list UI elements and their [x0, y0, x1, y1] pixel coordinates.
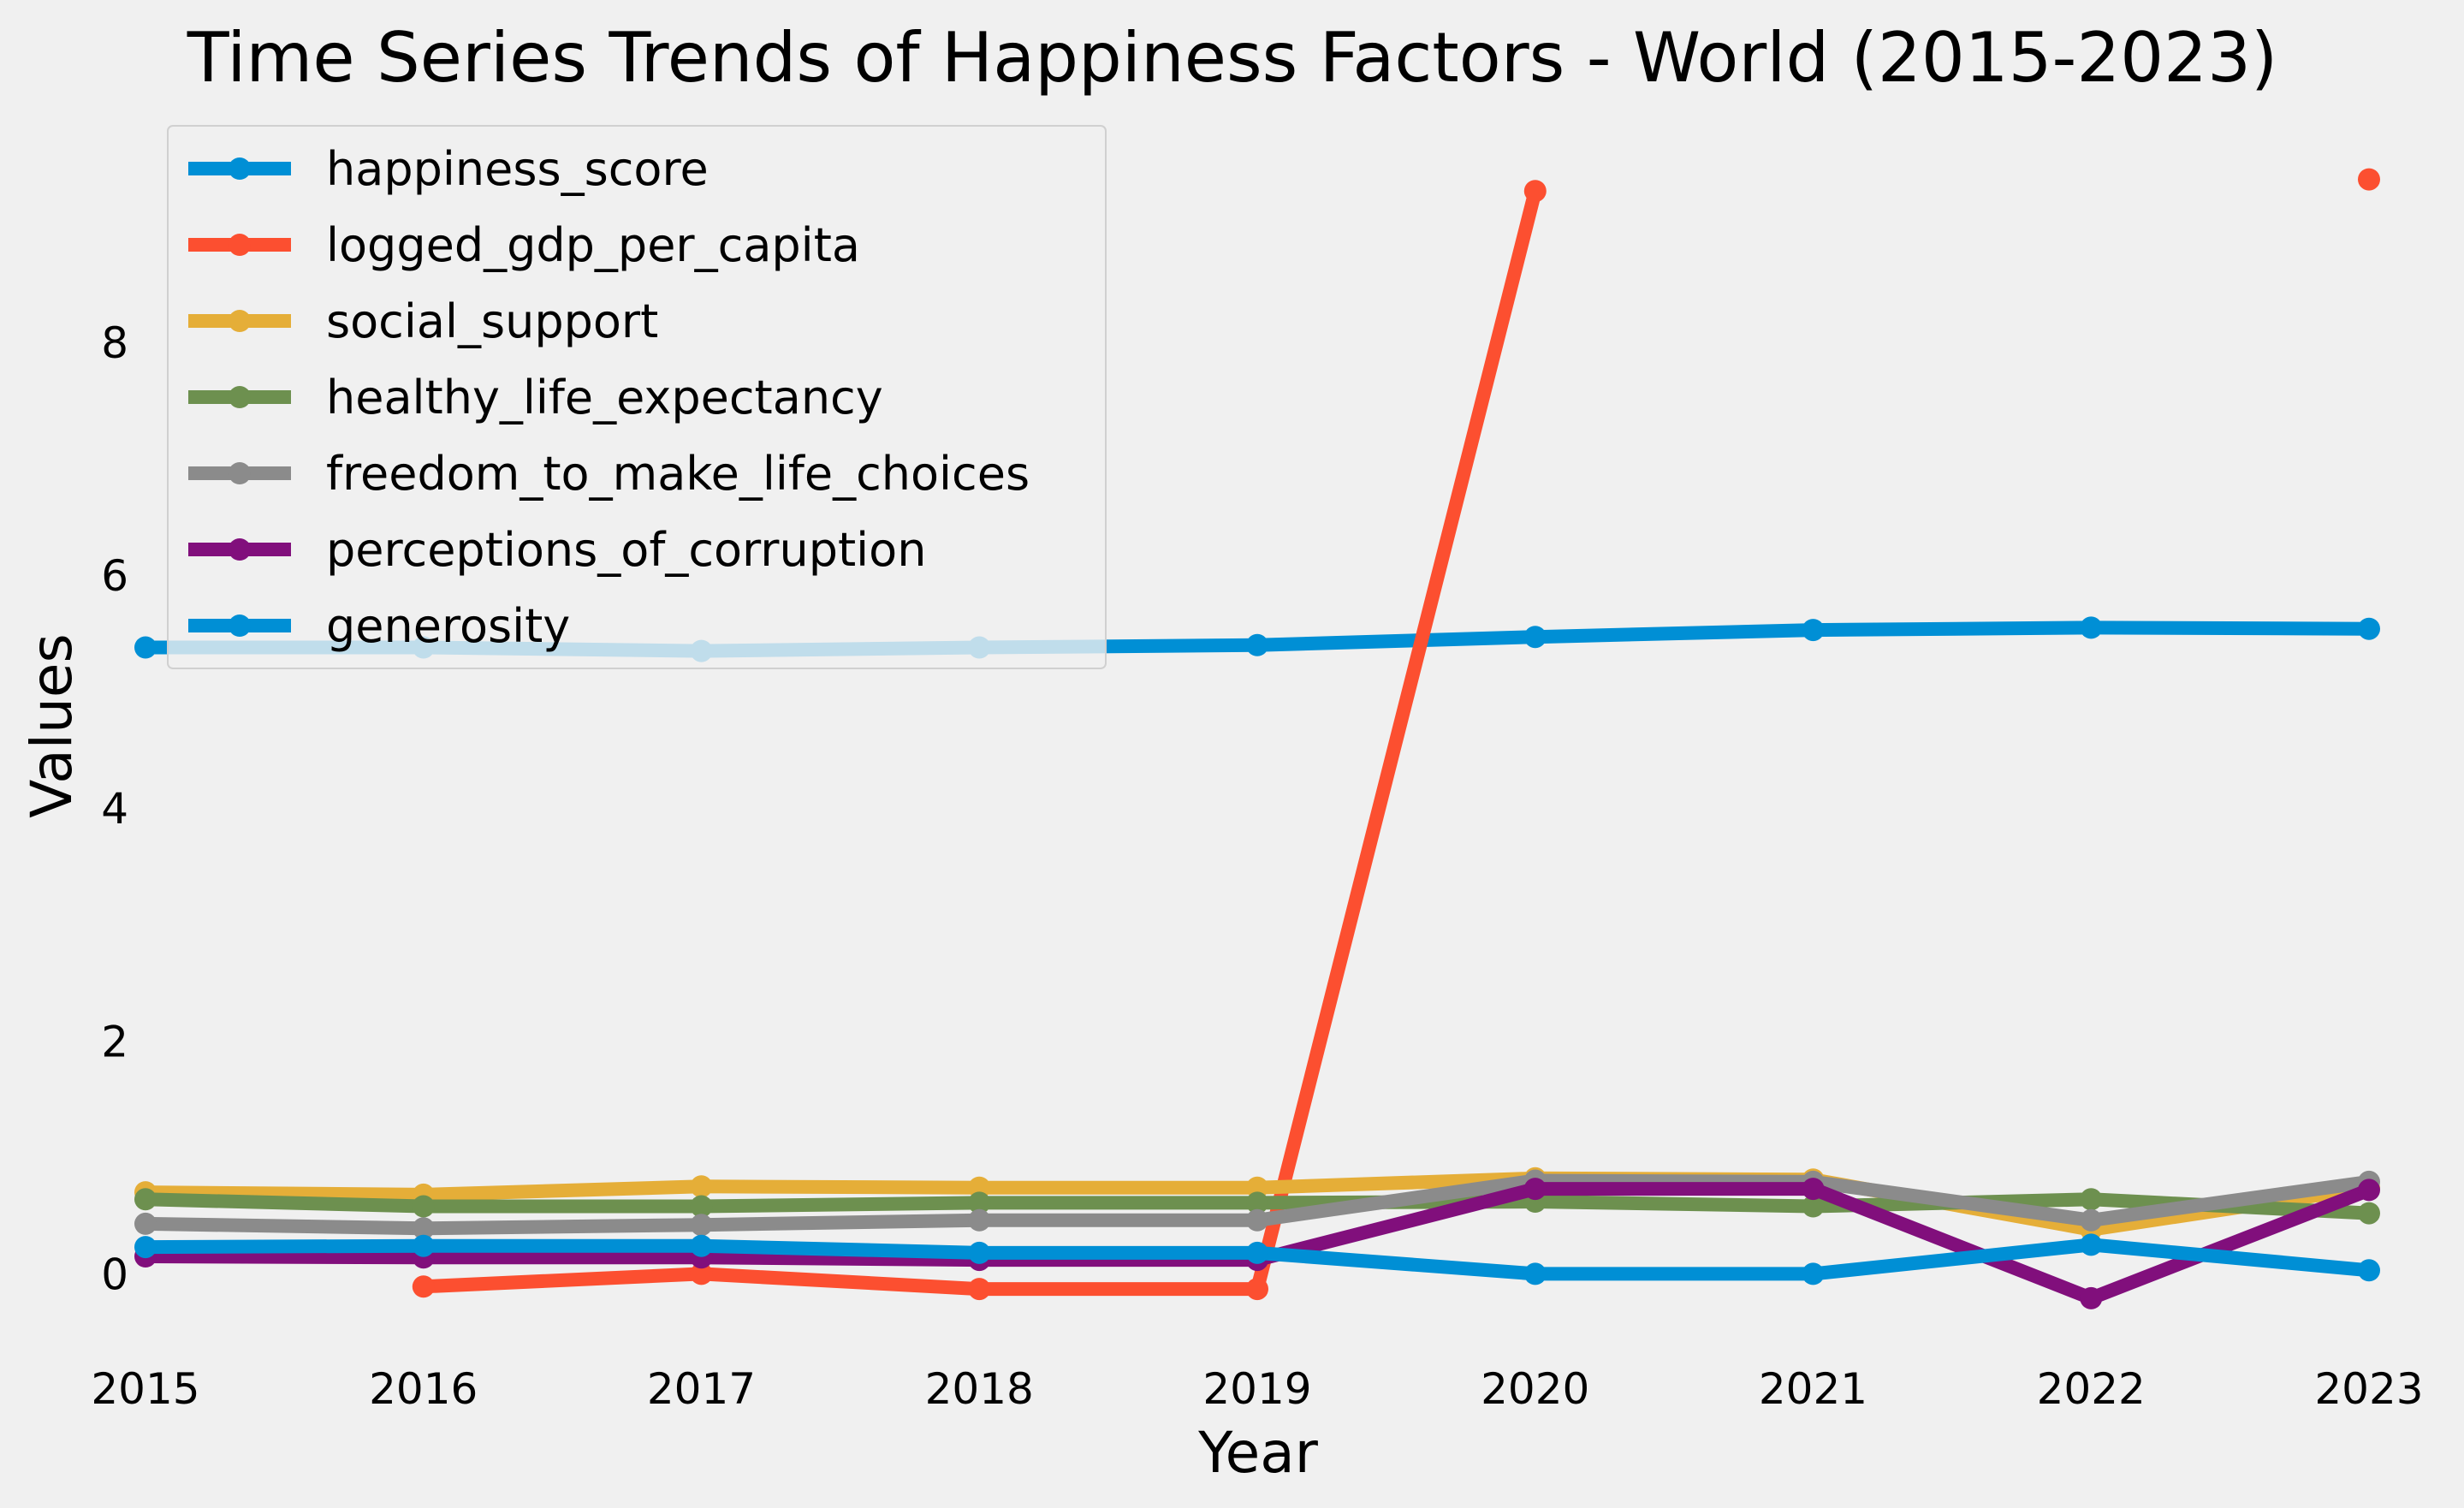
y-tick-label-2: 2 — [101, 1017, 128, 1066]
point-healthy_life_expectancy-2015 — [134, 1188, 157, 1211]
plot-area — [134, 168, 2380, 1309]
legend-marker-logged_gdp_per_capita — [229, 234, 251, 256]
x-tick-label-2020: 2020 — [1481, 1364, 1589, 1414]
y-tick-label-8: 8 — [101, 318, 128, 368]
point-generosity-2017 — [690, 1234, 713, 1257]
point-healthy_life_expectancy-2023 — [2358, 1202, 2380, 1225]
point-generosity-2020 — [1523, 1262, 1547, 1285]
point-healthy_life_expectancy-2016 — [412, 1195, 435, 1218]
y-axis-ticks: 0 2 4 6 8 — [101, 318, 128, 1299]
series-logged_gdp_per_capita — [412, 168, 2380, 1301]
point-generosity-2015 — [134, 1236, 157, 1259]
x-tick-label-2016: 2016 — [369, 1364, 478, 1414]
point-logged_gdp_per_capita-2018 — [968, 1278, 991, 1301]
point-perceptions_of_corruption-2020 — [1523, 1178, 1547, 1201]
legend-marker-healthy_life_expectancy — [229, 386, 251, 408]
y-tick-label-0: 0 — [101, 1250, 128, 1299]
legend-item-logged_gdp_per_capita: logged_gdp_per_capita — [188, 218, 860, 272]
legend-item-happiness_score: happiness_score — [188, 142, 709, 196]
legend-label-logged_gdp_per_capita: logged_gdp_per_capita — [326, 218, 860, 272]
point-happiness_score-2020 — [1523, 626, 1547, 649]
point-perceptions_of_corruption-2021 — [1802, 1178, 1825, 1201]
x-tick-label-2015: 2015 — [91, 1364, 199, 1414]
legend-item-social_support: social_support — [188, 294, 658, 348]
point-happiness_score-2021 — [1802, 619, 1825, 642]
point-perceptions_of_corruption-2023 — [2358, 1178, 2380, 1202]
legend-item-healthy_life_expectancy: healthy_life_expectancy — [188, 371, 883, 424]
point-freedom_to_make_life_choices-2015 — [134, 1212, 157, 1235]
point-freedom_to_make_life_choices-2022 — [2080, 1208, 2103, 1232]
point-logged_gdp_per_capita-2017 — [690, 1262, 713, 1285]
point-logged_gdp_per_capita-2023 — [2358, 168, 2380, 191]
point-happiness_score-2019 — [1246, 633, 1268, 656]
legend-item-generosity: generosity — [188, 599, 570, 653]
point-generosity-2021 — [1802, 1262, 1825, 1285]
legend-marker-perceptions_of_corruption — [229, 538, 251, 561]
legend-marker-freedom_to_make_life_choices — [229, 462, 251, 484]
point-logged_gdp_per_capita-2016 — [412, 1275, 435, 1298]
point-generosity-2016 — [412, 1234, 435, 1257]
legend-marker-social_support — [229, 310, 251, 332]
point-freedom_to_make_life_choices-2016 — [412, 1217, 435, 1240]
point-healthy_life_expectancy-2019 — [1246, 1191, 1268, 1214]
legend-label-healthy_life_expectancy: healthy_life_expectancy — [326, 371, 883, 424]
x-tick-label-2019: 2019 — [1202, 1364, 1311, 1414]
point-generosity-2019 — [1246, 1241, 1268, 1264]
x-tick-label-2022: 2022 — [2037, 1364, 2146, 1414]
legend-marker-happiness_score — [229, 157, 251, 180]
point-freedom_to_make_life_choices-2017 — [690, 1214, 713, 1237]
legend: happiness_score logged_gdp_per_capitasoci… — [167, 125, 1107, 669]
x-tick-label-2017: 2017 — [647, 1364, 756, 1414]
point-healthy_life_expectancy-2017 — [690, 1195, 713, 1218]
x-axis-title: Year — [1197, 1420, 1319, 1486]
legend-label-perceptions_of_corruption: perceptions_of_corruption — [326, 523, 926, 577]
legend-marker-generosity — [229, 614, 251, 637]
y-tick-label-4: 4 — [101, 784, 128, 834]
legend-label-happiness_score: happiness_score — [326, 142, 709, 196]
point-healthy_life_expectancy-2022 — [2080, 1188, 2103, 1211]
y-tick-label-6: 6 — [101, 551, 128, 601]
point-freedom_to_make_life_choices-2018 — [968, 1208, 991, 1232]
point-happiness_score-2015 — [134, 636, 157, 659]
point-healthy_life_expectancy-2021 — [1802, 1195, 1825, 1218]
point-happiness_score-2022 — [2080, 616, 2103, 639]
legend-item-freedom_to_make_life_choices: freedom_to_make_life_choices — [188, 447, 1030, 501]
point-logged_gdp_per_capita-2019 — [1246, 1278, 1268, 1301]
point-perceptions_of_corruption-2022 — [2080, 1286, 2103, 1309]
x-tick-label-2018: 2018 — [925, 1364, 1034, 1414]
point-generosity-2018 — [968, 1241, 991, 1264]
point-healthy_life_expectancy-2018 — [968, 1191, 991, 1214]
point-generosity-2023 — [2358, 1259, 2380, 1282]
series-generosity — [134, 1233, 2380, 1285]
legend-label-generosity: generosity — [326, 599, 570, 653]
x-axis-ticks: 2015 2016 2017 2018 2019 2020 2021 2022 2023 — [91, 1364, 2423, 1414]
legend-box — [167, 125, 1107, 669]
legend-label-freedom_to_make_life_choices: freedom_to_make_life_choices — [326, 447, 1030, 501]
point-freedom_to_make_life_choices-2019 — [1246, 1208, 1268, 1232]
x-tick-label-2023: 2023 — [2314, 1364, 2423, 1414]
point-social_support-2017 — [690, 1175, 713, 1198]
chart-title: Time Series Trends of Happiness Factors … — [187, 18, 2277, 98]
legend-item-perceptions_of_corruption: perceptions_of_corruption — [188, 523, 926, 577]
legend-label-social_support: social_support — [326, 294, 658, 348]
point-generosity-2022 — [2080, 1233, 2103, 1256]
x-tick-label-2021: 2021 — [1759, 1364, 1867, 1414]
point-logged_gdp_per_capita-2020 — [1523, 180, 1547, 203]
y-axis-title: Values — [19, 633, 85, 818]
point-happiness_score-2023 — [2358, 617, 2380, 640]
